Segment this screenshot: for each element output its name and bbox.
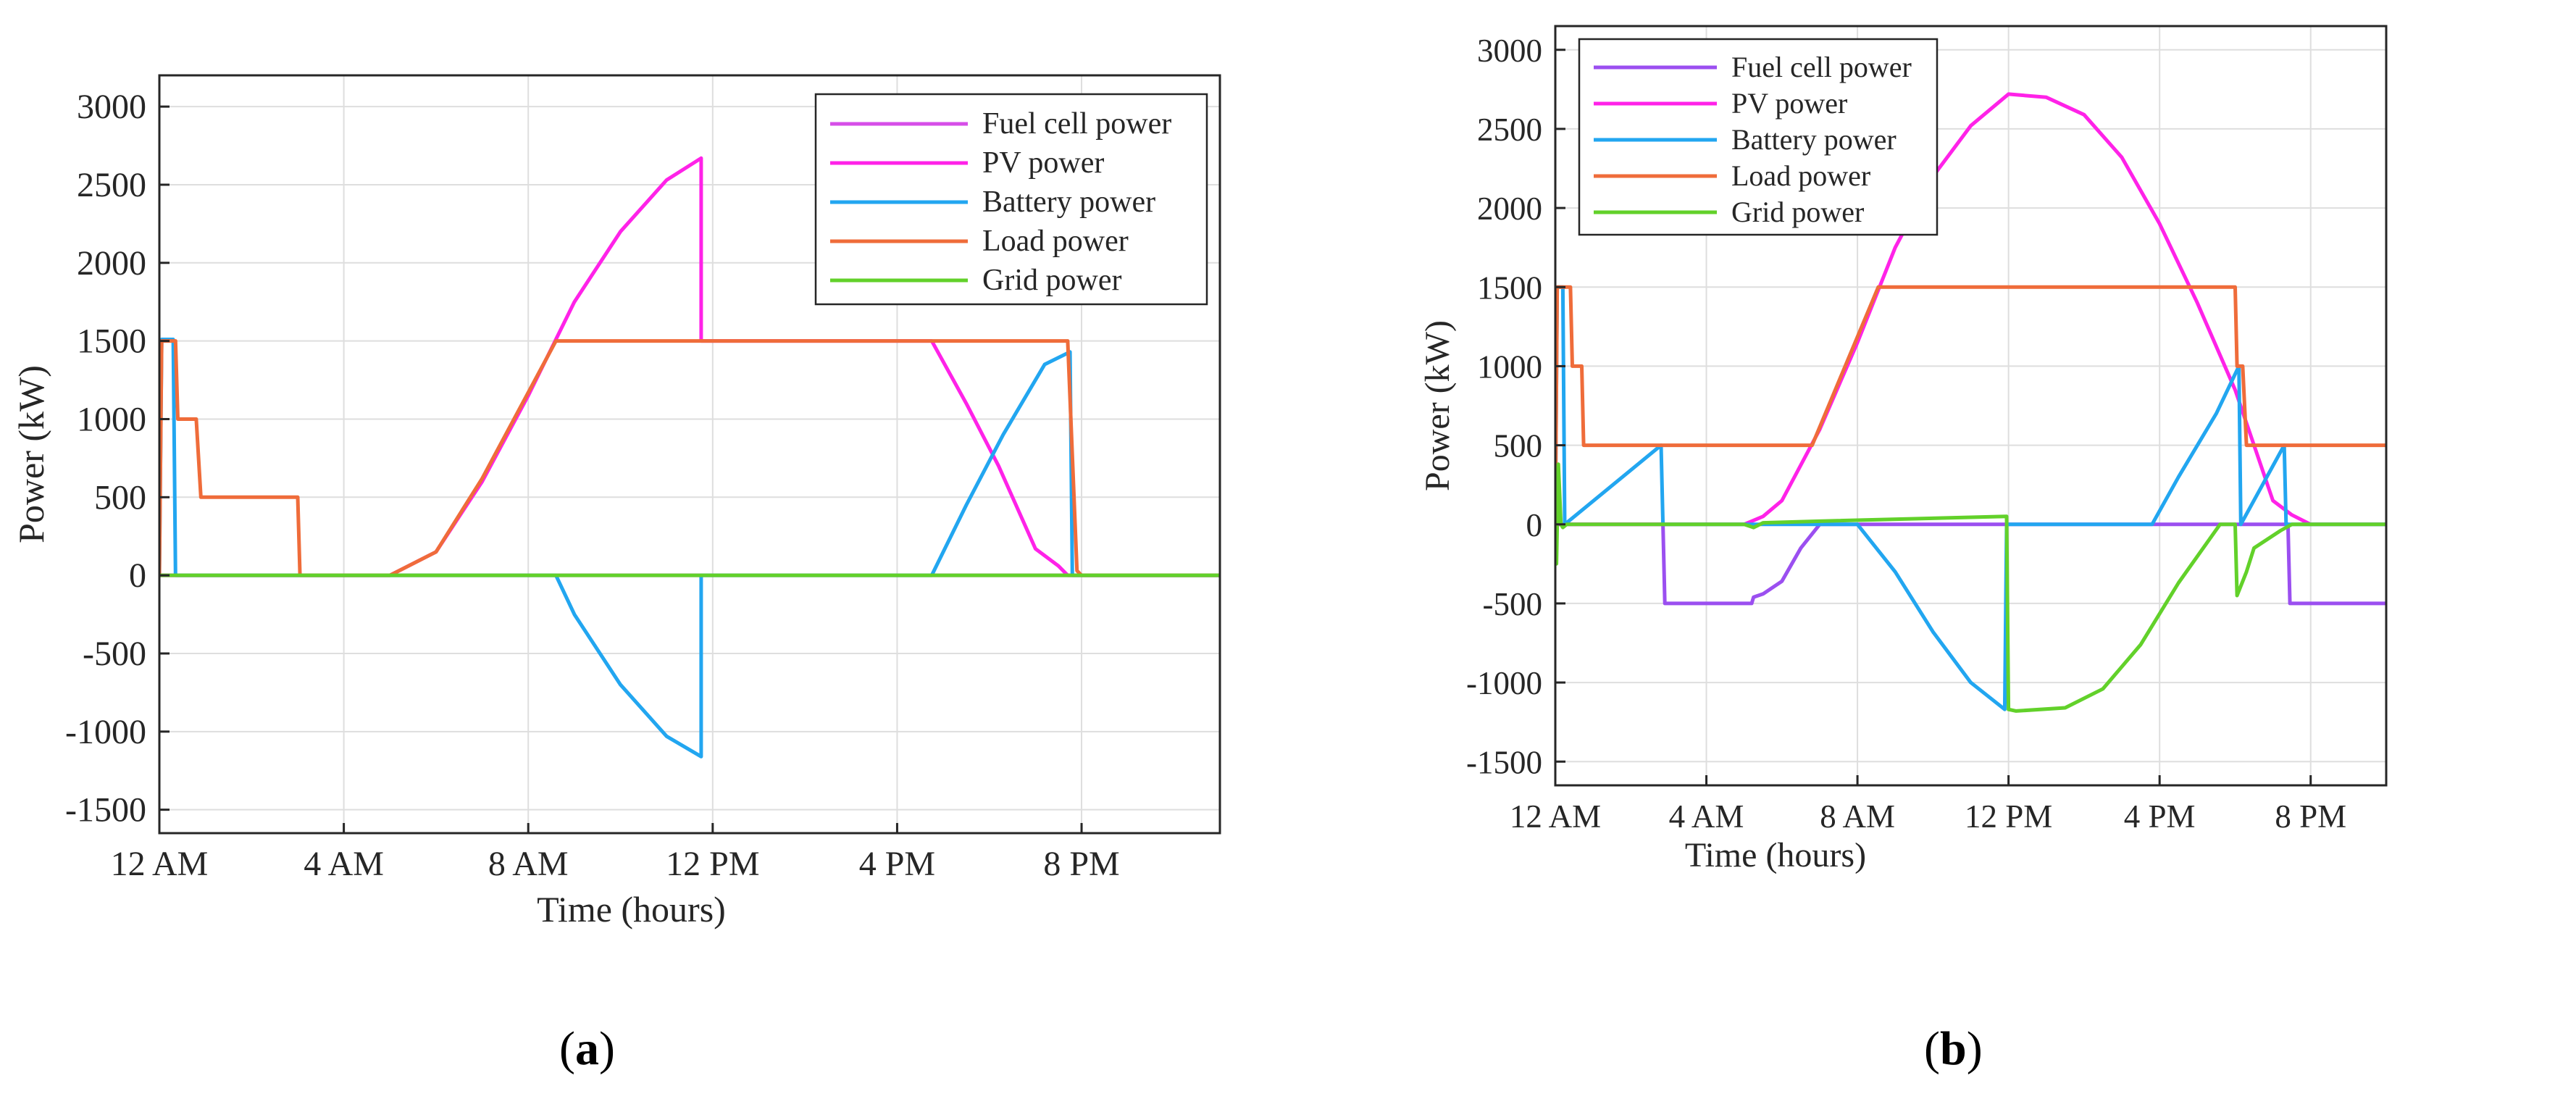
chart-a-svg: 12 AM 4 AM 8 AM 12 PM 4 PM 8 PM -1500 -1000 -500… (11, 74, 1221, 930)
series-line-battery-power (1555, 285, 2386, 711)
legend-box (1578, 38, 1939, 236)
y-tick-label: 2500 (1477, 112, 1542, 148)
y-tick-label: 1000 (1477, 348, 1542, 385)
y-tick-label: 500 (1494, 428, 1543, 464)
legend-entry: Load power (1731, 159, 1870, 192)
y-axis-label: Power (kW) (1418, 320, 1457, 491)
x-tick-label: 12 AM (111, 845, 209, 883)
series-line-fuel-cell-power (1555, 522, 2386, 606)
x-tick-label: 4 PM (859, 845, 935, 883)
legend-box (814, 93, 1208, 306)
x-tick-label: 12 PM (1965, 798, 2052, 835)
axes-frame-b (1554, 25, 2388, 787)
series-line-pv-power (1555, 92, 2386, 527)
y-tick-label: 3000 (1477, 33, 1542, 69)
y-tick-label: 2000 (1477, 191, 1542, 227)
x-axis-label: Time (hours) (537, 889, 726, 930)
y-tick-label: -1500 (1466, 744, 1542, 780)
y-tick-label: 0 (1526, 507, 1543, 543)
series-line-grid-power (1555, 462, 2386, 713)
chart-b-svg: 12 AM 4 AM 8 AM 12 PM 4 PM 8 PM -1500 -1000 -500… (1418, 25, 2388, 874)
y-tick-label: -1500 (65, 791, 146, 830)
y-tick-label: 3000 (77, 88, 146, 126)
panel-b-label: b (1939, 1022, 1967, 1075)
legend-entry: PV power (1731, 87, 1847, 120)
legend-entry: Fuel cell power (1731, 51, 1912, 83)
panel-a-label: a (574, 1022, 599, 1075)
axes-frame-a (158, 74, 1221, 835)
x-tick-label: 8 AM (1820, 798, 1895, 835)
legend-entry: Fuel cell power (982, 107, 1171, 141)
x-tick-label: 8 AM (488, 845, 569, 883)
y-tick-label: -500 (83, 635, 146, 673)
y-tick-label: 1500 (77, 322, 146, 361)
y-tick-label: 2500 (77, 166, 146, 204)
x-tick-label: 8 PM (2275, 798, 2346, 835)
x-tick-label: 4 AM (1669, 798, 1744, 835)
legend-entry: Load power (982, 225, 1129, 258)
y-tick-label: -1000 (65, 713, 146, 751)
y-tick-label: 0 (129, 556, 146, 595)
x-tick-label: 12 AM (1510, 798, 1601, 835)
legend-entry: Battery power (1731, 123, 1897, 156)
y-tick-label: 2000 (77, 244, 146, 283)
legend-entry: Grid power (982, 264, 1121, 297)
x-tick-label: 12 PM (666, 845, 759, 883)
y-tick-label: -500 (1483, 586, 1543, 622)
series-line-battery-power (159, 338, 1220, 759)
panel-a-caption: (a) (559, 1022, 615, 1075)
chart-panel-b: 12 AM 4 AM 8 AM 12 PM 4 PM 8 PM -1500 -1000 -500… (1288, 0, 2576, 1107)
panel-b-caption: (b) (1924, 1022, 1983, 1075)
legend-entry: PV power (982, 146, 1104, 180)
chart-panel-a: 12 AM 4 AM 8 AM 12 PM 4 PM 8 PM -1500 -1000 -500… (11, 74, 1221, 1075)
legend-entry: Grid power (1731, 196, 1864, 228)
y-tick-label: 1000 (77, 400, 146, 438)
y-tick-label: 500 (94, 478, 146, 517)
y-axis-label: Power (kW) (11, 365, 51, 543)
y-tick-label: 1500 (1477, 270, 1542, 306)
x-tick-label: 4 PM (2124, 798, 2196, 835)
series-line-load-power (1555, 285, 2386, 525)
x-axis-label: Time (hours) (1685, 836, 1866, 874)
x-tick-label: 8 PM (1043, 845, 1119, 883)
x-tick-label: 4 AM (304, 845, 384, 883)
legend-entry: Battery power (982, 185, 1155, 219)
y-tick-label: -1000 (1466, 665, 1542, 701)
